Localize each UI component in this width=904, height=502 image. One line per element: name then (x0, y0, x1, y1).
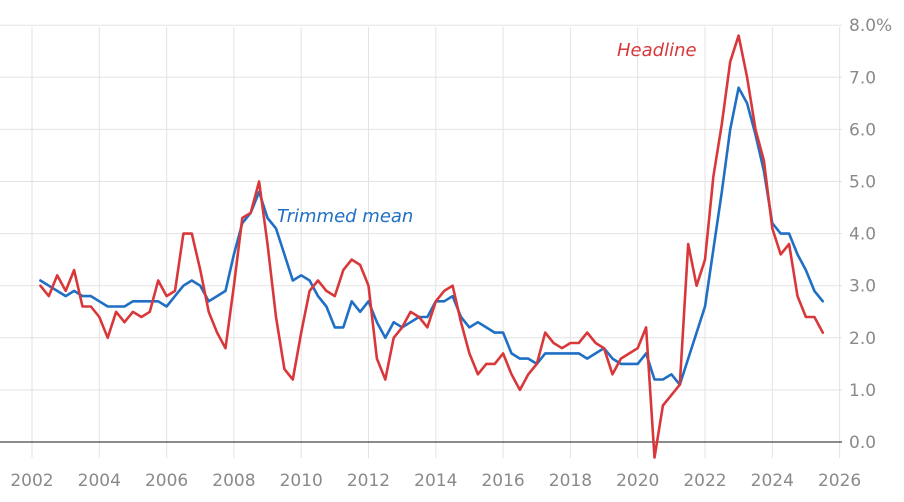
y-tick-label-7: 7.0 (849, 68, 876, 88)
series-lines (39, 34, 825, 459)
x-tick-labels: 2002 2004 2006 2008 2010 2012 2014 2016 2018 2020… (10, 471, 861, 491)
x-tick-label-2020: 2020 (616, 471, 659, 491)
x-tick-label-2016: 2016 (481, 471, 524, 491)
y-tick-label-2: 2.0 (849, 329, 876, 349)
x-tick-label-2010: 2010 (280, 471, 323, 491)
x-tick-label-2022: 2022 (683, 471, 726, 491)
series-line-headline (39, 34, 825, 459)
x-tick-label-2014: 2014 (414, 471, 457, 491)
x-tick-label-2002: 2002 (10, 471, 53, 491)
x-gridlines (31, 27, 841, 458)
series-label-trimmed-mean: Trimmed mean (277, 206, 413, 227)
y-tick-label-3: 3.0 (849, 277, 876, 297)
series-line-trimmed-mean (39, 86, 825, 387)
y-tick-label-4: 4.0 (849, 225, 876, 245)
y-tick-label-0: 0.0 (849, 433, 876, 453)
y-tick-label-1: 1.0 (849, 381, 876, 401)
y-tick-label-6: 6.0 (849, 120, 876, 140)
y-tick-labels: 0.0 1.0 2.0 3.0 4.0 5.0 6.0 7.0 8.0% (849, 16, 892, 453)
x-tick-label-2006: 2006 (145, 471, 188, 491)
y-gridlines (0, 24, 842, 391)
y-tick-label-8: 8.0% (849, 16, 892, 36)
series-label-headline: Headline (617, 40, 697, 61)
x-tick-label-2012: 2012 (347, 471, 390, 491)
x-tick-label-2024: 2024 (751, 471, 794, 491)
y-tick-label-5: 5.0 (849, 173, 876, 193)
x-tick-label-2004: 2004 (78, 471, 121, 491)
x-tick-label-2008: 2008 (212, 471, 255, 491)
x-tick-label-2018: 2018 (549, 471, 592, 491)
x-tick-label-2026: 2026 (818, 471, 861, 491)
